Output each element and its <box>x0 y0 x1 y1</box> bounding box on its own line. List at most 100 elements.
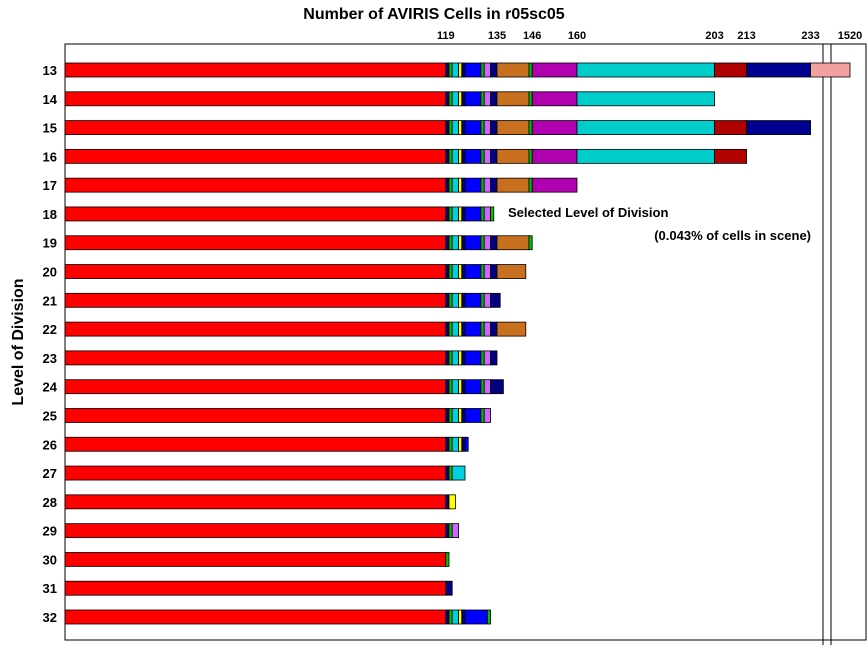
bar-segment <box>483 120 492 135</box>
bar-segment <box>461 120 466 135</box>
bar-segment <box>480 235 485 251</box>
bar-segment <box>64 465 447 481</box>
bar-segment <box>810 62 851 78</box>
x-tick-label: 203 <box>705 30 723 42</box>
bar-segment <box>528 235 533 251</box>
bar-segment <box>64 235 447 251</box>
bar-segment <box>64 379 447 395</box>
bar-segment <box>483 62 492 78</box>
y-tick-label: 15 <box>43 121 57 136</box>
bar-segment <box>490 177 498 193</box>
bar-segment <box>483 379 492 395</box>
bar-segment <box>576 120 716 135</box>
bar-segment <box>464 408 482 423</box>
bar-segment <box>480 91 485 107</box>
bar-segment <box>480 350 485 366</box>
y-tick-label: 30 <box>43 552 57 567</box>
bar-segment <box>486 609 491 625</box>
bar-segment <box>445 321 450 337</box>
bar-segment <box>64 206 447 222</box>
bar-segment <box>451 523 460 539</box>
bar-segment <box>451 379 460 395</box>
bar-segment <box>451 177 460 193</box>
bar-segment <box>451 321 460 337</box>
bar-segment <box>448 321 453 337</box>
bar-segment <box>458 321 463 337</box>
bar-segment <box>490 350 498 366</box>
bar-segment <box>461 609 466 625</box>
bar-segment <box>458 91 463 107</box>
y-tick-label: 23 <box>43 351 57 366</box>
x-tick-label: 1520 <box>838 30 862 42</box>
bar-segment <box>531 62 578 78</box>
bar-segment <box>445 379 450 395</box>
bar-segment <box>461 148 466 164</box>
bar-segment <box>64 350 447 366</box>
bar-segment <box>576 62 716 78</box>
bar-segment <box>451 609 460 625</box>
bar-segment <box>64 120 447 135</box>
bar-segment <box>496 62 530 78</box>
y-tick-label: 20 <box>43 265 57 280</box>
y-tick-label: 29 <box>43 524 57 539</box>
bar-segment <box>458 408 463 423</box>
bar-segment <box>496 177 530 193</box>
bar-segment <box>451 235 460 251</box>
bar-segment <box>528 91 533 107</box>
bar-segment <box>480 148 485 164</box>
bar-segment <box>64 62 447 78</box>
bar-segment <box>490 91 498 107</box>
bar-segment <box>458 62 463 78</box>
bar-segment <box>451 148 460 164</box>
bar-segment <box>576 148 716 164</box>
bar-segment <box>531 120 578 135</box>
bar-segment <box>64 177 447 193</box>
bar-segment <box>458 177 463 193</box>
bar-segment <box>464 62 482 78</box>
plot-frame <box>64 43 867 641</box>
bar-segment <box>458 264 463 279</box>
bar-segment <box>464 609 488 625</box>
bar-segment <box>483 350 492 366</box>
bar-segment <box>483 321 492 337</box>
bar-segment <box>64 552 447 567</box>
bar-segment <box>490 264 498 279</box>
bar-segment <box>496 321 527 337</box>
bar-segment <box>483 148 492 164</box>
y-tick-label: 27 <box>43 466 57 481</box>
bar-segment <box>451 62 460 78</box>
bar-segment <box>451 350 460 366</box>
bar-segment <box>528 62 533 78</box>
bar-segment <box>483 91 492 107</box>
bar-segment <box>458 235 463 251</box>
bar-segment <box>448 350 453 366</box>
bar-segment <box>445 264 450 279</box>
bar-segment <box>448 494 456 510</box>
bar-segment <box>448 436 453 452</box>
bar-segment <box>445 580 453 596</box>
bar-segment <box>461 177 466 193</box>
bar-segment <box>448 206 453 222</box>
bar-segment <box>464 91 482 107</box>
bar-segment <box>458 206 463 222</box>
bar-segment <box>483 408 492 423</box>
bar-segment <box>451 206 460 222</box>
bar-segment <box>496 148 530 164</box>
bar-segment <box>490 292 501 308</box>
bar-segment <box>480 264 485 279</box>
bar-segment <box>458 350 463 366</box>
bar-segment <box>448 264 453 279</box>
bar-segment <box>464 235 482 251</box>
bar-segment <box>490 206 495 222</box>
bar-segment <box>464 321 482 337</box>
bar-segment <box>445 350 450 366</box>
bar-segment <box>448 91 453 107</box>
y-tick-label: 19 <box>43 236 57 251</box>
bar-segment <box>714 62 747 78</box>
bar-segment <box>451 408 460 423</box>
bar-segment <box>448 120 453 135</box>
bar-segment <box>528 177 533 193</box>
bar-segment <box>464 292 482 308</box>
x-tick-label: 146 <box>523 30 541 42</box>
y-tick-label: 28 <box>43 495 57 510</box>
